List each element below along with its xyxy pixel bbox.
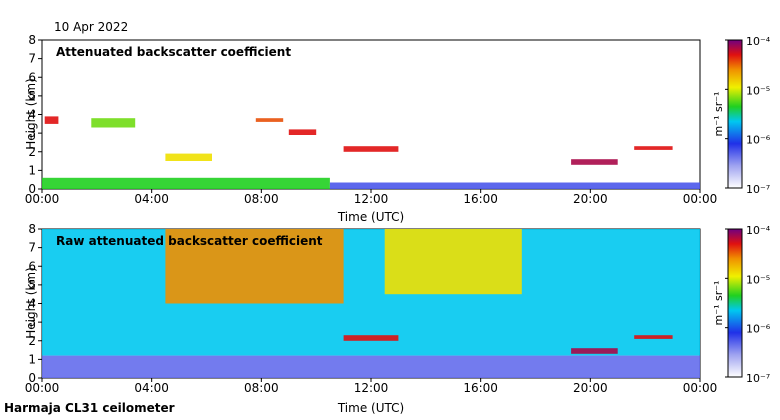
backscatter-layer-2 <box>165 229 344 304</box>
x-tick-label: 16:00 <box>463 381 498 395</box>
y-ticks-2: 0 1 2 3 4 5 6 7 8 <box>28 222 42 385</box>
x-tick-label: 16:00 <box>463 192 498 206</box>
backscatter-layer-8 <box>343 146 399 152</box>
y-tick-label: 1 <box>28 352 36 366</box>
panel-attenuated: Attenuated backscatter coefficient 0 1 2 3 4… <box>24 33 771 224</box>
y-tick-label: 6 <box>28 70 36 84</box>
colorbar-tick-label: 10⁻⁷ <box>746 372 770 385</box>
backscatter-layer-2 <box>329 182 700 189</box>
y-tick-label: 5 <box>28 89 36 103</box>
x-tick-label: 12:00 <box>354 381 389 395</box>
instrument-label: Harmaja CL31 ceilometer <box>4 401 175 415</box>
y-tick-label: 2 <box>28 145 36 159</box>
backscatter-layer-10 <box>634 146 673 150</box>
x-tick-label: 00:00 <box>25 381 60 395</box>
backscatter-layer-1 <box>42 177 330 189</box>
colorbar-tick-label: 10⁻⁵ <box>746 273 770 286</box>
y-tick-label: 3 <box>28 126 36 140</box>
x-ticks-2: 00:00 04:00 08:00 12:00 16:00 20:00 00:00 <box>25 378 718 395</box>
y-tick-label: 0 <box>28 182 36 196</box>
chart-title-2: Raw attenuated backscatter coefficient <box>56 234 323 248</box>
x-axis-label-2: Time (UTC) <box>337 401 404 415</box>
colorbar-tick-label: 10⁻⁴ <box>746 224 771 237</box>
y-axis-label-1: Height (km) <box>24 78 38 149</box>
x-tick-label: 00:00 <box>683 381 718 395</box>
backscatter-layer-5 <box>165 153 212 161</box>
x-tick-label: 04:00 <box>134 192 169 206</box>
y-tick-label: 6 <box>28 259 36 273</box>
colorbar-1 <box>727 39 743 189</box>
y-ticks-1: 0 1 2 3 4 5 6 7 8 <box>28 33 42 196</box>
colorbar-unit-2: m⁻¹ sr⁻¹ <box>712 281 725 326</box>
colorbar-tick-label: 10⁻⁷ <box>746 183 770 196</box>
backscatter-layer-5 <box>343 335 399 341</box>
y-tick-label: 5 <box>28 278 36 292</box>
backscatter-layer-7 <box>634 335 673 339</box>
y-tick-label: 4 <box>28 297 36 311</box>
backscatter-layer-6 <box>255 118 284 122</box>
colorbar-ticks-1: 10⁻⁴ 10⁻⁵ 10⁻⁶ 10⁻⁷ <box>725 35 771 196</box>
y-tick-label: 4 <box>28 108 36 122</box>
y-tick-label: 0 <box>28 371 36 385</box>
backscatter-layer-3 <box>384 229 522 295</box>
backscatter-layer-1 <box>42 229 700 356</box>
data-layers-2 <box>42 229 700 378</box>
x-tick-label: 20:00 <box>573 192 608 206</box>
backscatter-layer-4 <box>42 355 700 378</box>
colorbar-tick-label: 10⁻⁶ <box>746 134 771 147</box>
colorbar-tick-label: 10⁻⁶ <box>746 323 771 336</box>
x-tick-label: 00:00 <box>683 192 718 206</box>
backscatter-layer-7 <box>288 129 317 135</box>
chart-title-1: Attenuated backscatter coefficient <box>56 45 291 59</box>
y-axis-label-2: Height (km) <box>24 267 38 338</box>
data-layers-1 <box>42 116 700 189</box>
x-tick-label: 20:00 <box>573 381 608 395</box>
plot-area-1 <box>41 39 701 190</box>
colorbar-tick-label: 10⁻⁵ <box>746 84 770 97</box>
x-ticks-1: 00:00 04:00 08:00 12:00 16:00 20:00 00:00 <box>25 189 718 206</box>
backscatter-layer-9 <box>571 159 618 165</box>
colorbar-ticks-2: 10⁻⁴ 10⁻⁵ 10⁻⁶ 10⁻⁷ <box>725 224 771 385</box>
colorbar-2 <box>727 228 743 378</box>
date-label: 10 Apr 2022 <box>54 20 129 34</box>
colorbar-unit-1: m⁻¹ sr⁻¹ <box>712 92 725 137</box>
colorbar-tick-label: 10⁻⁴ <box>746 35 771 48</box>
x-tick-label: 04:00 <box>134 381 169 395</box>
x-axis-label-1: Time (UTC) <box>337 210 404 224</box>
y-tick-label: 8 <box>28 222 36 236</box>
x-tick-label: 08:00 <box>244 192 279 206</box>
panel-raw: Raw attenuated backscatter coefficient 0… <box>24 222 771 415</box>
y-tick-label: 3 <box>28 315 36 329</box>
y-tick-label: 1 <box>28 163 36 177</box>
backscatter-layer-4 <box>91 118 136 128</box>
x-tick-label: 00:00 <box>25 192 60 206</box>
x-tick-label: 12:00 <box>354 192 389 206</box>
backscatter-layer-3 <box>44 116 59 124</box>
y-tick-label: 7 <box>28 52 36 66</box>
y-tick-label: 2 <box>28 334 36 348</box>
y-tick-label: 7 <box>28 241 36 255</box>
y-tick-label: 8 <box>28 33 36 47</box>
backscatter-layer-6 <box>571 348 618 354</box>
x-tick-label: 08:00 <box>244 381 279 395</box>
